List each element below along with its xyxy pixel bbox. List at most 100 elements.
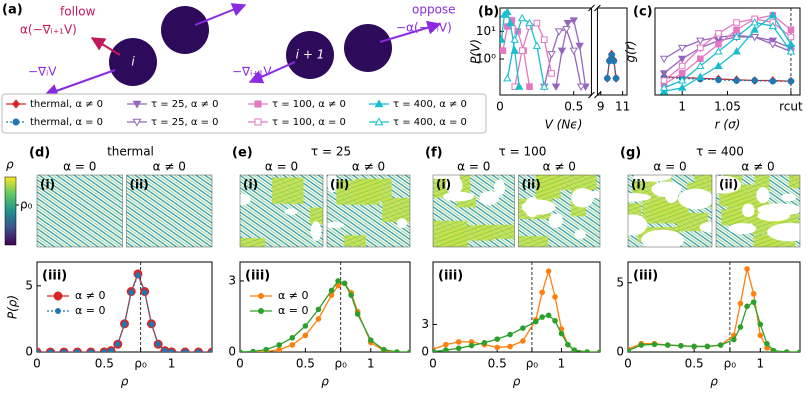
marker xyxy=(507,331,513,338)
dense-patch xyxy=(272,177,304,204)
marker xyxy=(764,340,770,347)
marker xyxy=(769,77,777,85)
marker xyxy=(757,321,764,328)
colorbar xyxy=(4,176,17,246)
marker xyxy=(455,345,462,352)
marker xyxy=(108,347,114,352)
marker xyxy=(597,349,600,352)
panel-title: τ = 100 xyxy=(499,145,547,159)
void xyxy=(494,179,505,196)
annotation: α(−∇ᵢ₊₁V) xyxy=(20,23,77,37)
arrow xyxy=(379,20,442,43)
marker xyxy=(563,20,573,28)
marker xyxy=(468,342,475,349)
snapshot-label: (ii) xyxy=(522,178,541,192)
legend-label: τ = 100, α = 0 xyxy=(272,117,346,128)
marker xyxy=(677,76,687,84)
x-tick-label: 0 xyxy=(429,357,437,371)
void xyxy=(628,214,648,236)
marker xyxy=(526,83,533,90)
legend-marker xyxy=(254,118,262,126)
x-tick-label: ρ₀ xyxy=(334,357,347,371)
marker xyxy=(612,75,620,82)
marker xyxy=(195,349,202,352)
marker xyxy=(787,77,795,85)
snapshot-frame xyxy=(518,174,601,248)
x-axis-label: ρ xyxy=(710,375,718,389)
x-tick-label: ρ₀ xyxy=(526,357,539,371)
legend-label: α ≠ 0 xyxy=(278,289,308,302)
x-tick-label: ρ₀ xyxy=(724,357,737,371)
marker xyxy=(744,303,750,310)
marker xyxy=(677,55,687,64)
marker xyxy=(691,343,697,350)
dense-patch xyxy=(309,207,323,225)
marker xyxy=(135,272,141,279)
marker xyxy=(678,342,684,349)
marker xyxy=(47,349,54,352)
marker xyxy=(660,77,668,84)
marker xyxy=(545,312,552,319)
series-group xyxy=(628,266,800,352)
panel-label: (a) xyxy=(2,3,23,18)
series-line xyxy=(500,10,520,87)
marker xyxy=(731,336,737,343)
marker xyxy=(628,347,631,352)
marker xyxy=(770,347,777,352)
marker xyxy=(562,26,571,34)
subpanel-label: (iii) xyxy=(245,269,270,284)
marker xyxy=(697,55,704,63)
particle xyxy=(161,6,209,54)
axes-frame xyxy=(596,7,628,96)
void xyxy=(716,175,742,194)
marker xyxy=(520,325,526,331)
void xyxy=(678,188,712,210)
snapshot-label: (i) xyxy=(631,178,646,192)
y-axis-label: P(ρ) xyxy=(6,295,20,319)
panel-title: τ = 400 xyxy=(696,145,744,159)
x-tick-label: 0.5 xyxy=(296,357,315,371)
series-line xyxy=(514,22,553,87)
snapshot-frame xyxy=(627,174,713,248)
marker xyxy=(315,316,322,322)
marker xyxy=(525,18,534,27)
void xyxy=(628,192,652,202)
annotation: −∇ᵢ₊₁V xyxy=(232,65,272,79)
marker xyxy=(786,39,796,48)
marker xyxy=(302,323,309,329)
void xyxy=(310,221,322,241)
snapshot-label: (ii) xyxy=(130,178,149,192)
snapshot-title: α ≠ 0 xyxy=(543,160,576,174)
legend-label: τ = 400, α ≠ 0 xyxy=(393,99,467,110)
snapshot-frame xyxy=(126,174,213,248)
marker xyxy=(443,347,449,352)
marker xyxy=(558,330,565,337)
marker xyxy=(786,47,796,55)
marker xyxy=(540,82,549,90)
arrow xyxy=(43,69,116,98)
legend-marker xyxy=(12,99,20,109)
legend-label: α = 0 xyxy=(75,304,105,317)
marker xyxy=(696,72,705,80)
void xyxy=(642,175,672,180)
y-tick-label: 10¹ xyxy=(476,24,496,38)
legend-label: τ = 400, α = 0 xyxy=(393,117,467,128)
marker xyxy=(162,347,168,352)
chart: 0 0.5 ρ₀ 1 0 3 ρ (iii) α ≠ 0 α = 0 (e) τ = 25 (i) α =… xyxy=(228,145,411,389)
axes-frame xyxy=(432,261,601,353)
dense-patch xyxy=(721,209,741,226)
void xyxy=(240,193,251,206)
snapshot-title: α ≠ 0 xyxy=(741,160,774,174)
axes-frame xyxy=(239,261,411,353)
series-line xyxy=(543,28,582,87)
dense-patch xyxy=(355,178,392,202)
marker xyxy=(557,47,567,56)
series-line xyxy=(37,273,212,352)
chart: 0 0.5 ρ₀ 1 0 3 ρ (iii) (f) τ = 100 (i) α = 0 (ii)α ≠… xyxy=(421,145,601,389)
marker xyxy=(554,28,564,36)
panel-label: (b) xyxy=(478,5,499,20)
axes-frame xyxy=(627,261,801,353)
marker xyxy=(696,37,705,45)
marker xyxy=(714,47,723,55)
